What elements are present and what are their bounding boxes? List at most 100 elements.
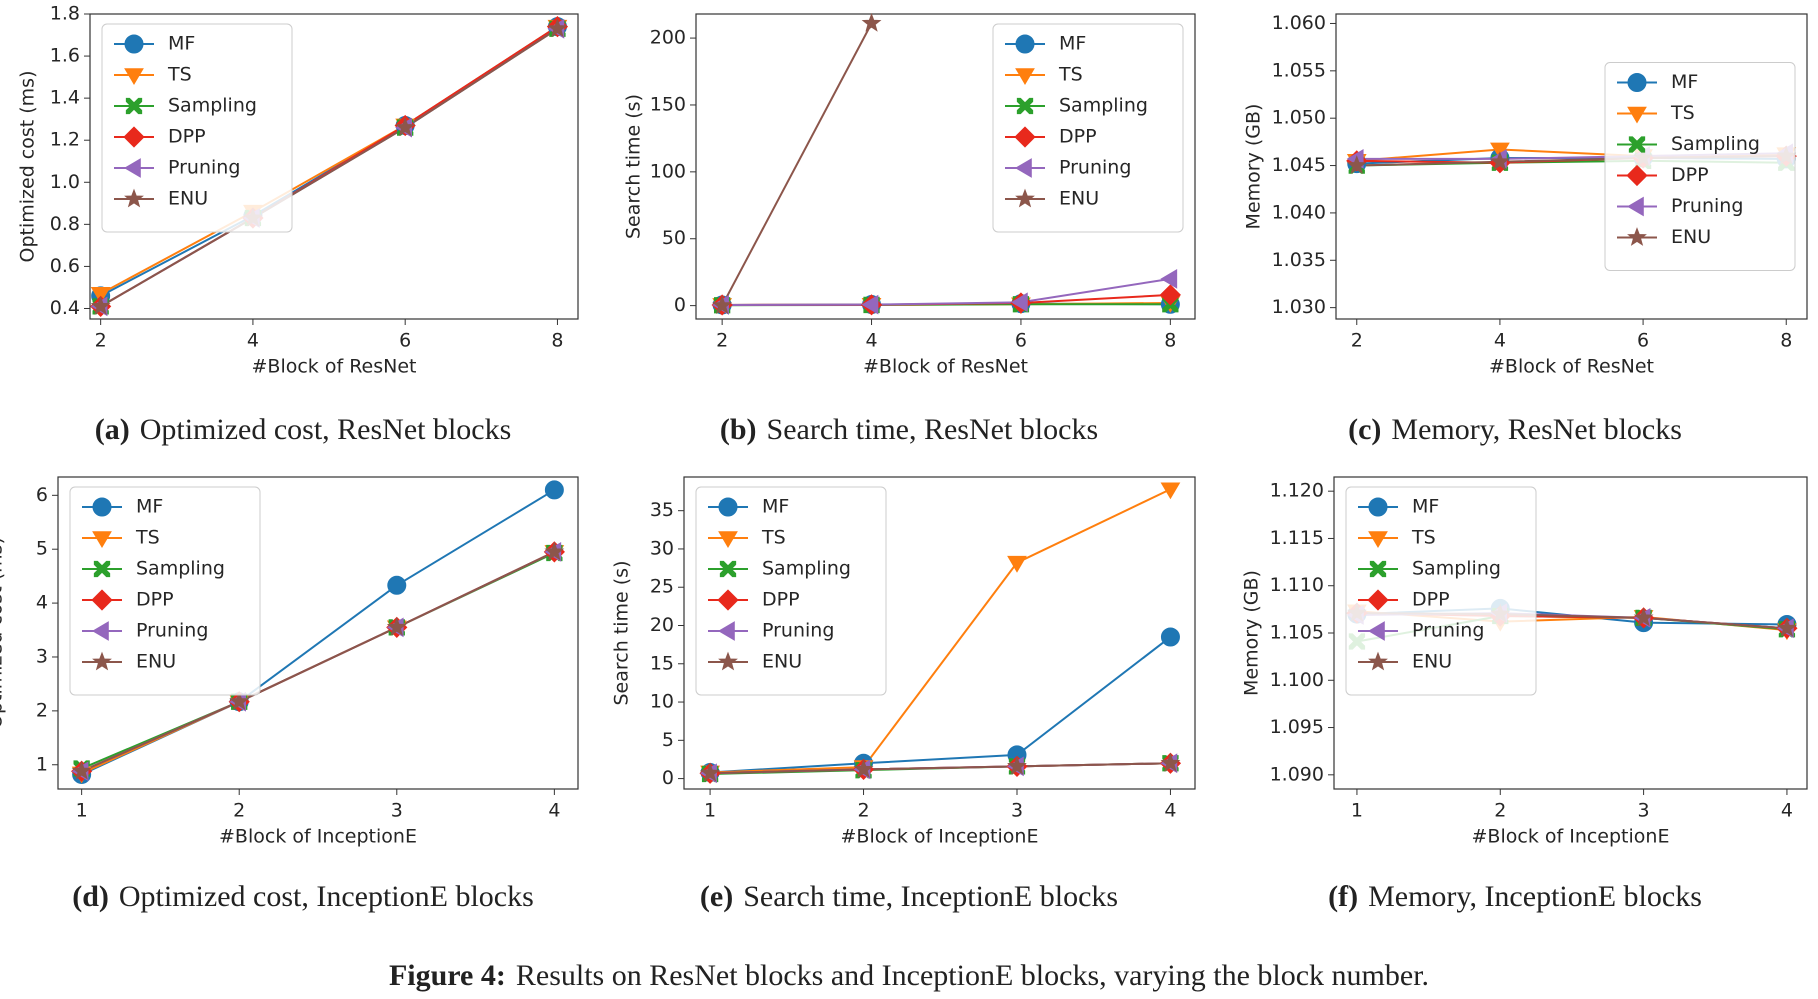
caption-text: Memory, InceptionE blocks (1368, 880, 1702, 913)
marker (90, 286, 111, 304)
x-tick-label: 2 (1494, 800, 1506, 822)
marker (544, 541, 565, 561)
caption-label: (d) (72, 880, 109, 913)
caption-text: Memory, ResNet blocks (1391, 413, 1682, 446)
legend-label: MF (1059, 33, 1086, 55)
legend: MF TS Sampling DPP Pruning ENU (992, 23, 1184, 233)
marker (1010, 292, 1028, 313)
x-tick-label: 6 (399, 330, 411, 352)
x-axis-label: #Block of InceptionE (219, 826, 417, 848)
caption: (a) Optimized cost, ResNet blocks (95, 413, 512, 446)
caption-label: (c) (1348, 413, 1381, 446)
x-tick-label: 6 (1015, 330, 1027, 352)
legend-label: Pruning (1059, 157, 1131, 179)
legend-marker (124, 158, 141, 178)
x-tick-label: 1 (1351, 800, 1363, 822)
legend-marker (1627, 106, 1647, 124)
marker (861, 294, 879, 315)
x-tick-label: 4 (548, 800, 560, 822)
y-axis-label: Search time (s) (623, 94, 645, 239)
figure-caption: Figure 4: Results on ResNet blocks and In… (389, 959, 1429, 992)
y-tick-label: 1.105 (1270, 622, 1324, 644)
x-tick-label: 4 (865, 330, 877, 352)
caption-label: (e) (700, 880, 733, 913)
caption: (d) Optimized cost, InceptionE blocks (72, 880, 534, 913)
legend-label: ENU (1412, 651, 1452, 673)
legend: MF TS Sampling DPP Pruning ENU (695, 486, 887, 696)
marker (1007, 755, 1027, 775)
y-tick-label: 1.8 (50, 3, 80, 25)
legend-label: TS (167, 64, 192, 86)
y-axis-label: Memory (GB) (1243, 104, 1265, 230)
y-tick-label: 1 (36, 753, 48, 775)
legend-marker (1368, 621, 1385, 641)
legend-label: TS (1058, 64, 1083, 86)
x-axis-label: #Block of InceptionE (1472, 826, 1670, 848)
y-tick-label: 1.0 (50, 171, 80, 193)
marker (853, 758, 874, 778)
marker (1160, 268, 1178, 289)
y-tick-label: 150 (650, 93, 686, 115)
legend-label: TS (1670, 102, 1695, 124)
legend-label: DPP (136, 589, 174, 611)
legend-marker (718, 497, 738, 517)
legend: MF TS Sampling DPP Pruning ENU (69, 486, 261, 696)
caption-text: Search time, ResNet blocks (767, 413, 1099, 446)
marker (1159, 284, 1181, 306)
legend-marker (1368, 531, 1388, 548)
y-tick-label: 4 (36, 592, 48, 614)
x-tick-label: 4 (1781, 800, 1793, 822)
y-tick-label: 0 (674, 294, 686, 316)
caption: (c) Memory, ResNet blocks (1348, 413, 1682, 446)
legend-label: Sampling (136, 558, 225, 580)
legend-label: ENU (1059, 188, 1099, 210)
legend-label: DPP (1412, 589, 1450, 611)
marker (547, 18, 568, 38)
y-tick-label: 0.4 (50, 297, 80, 319)
legend-label: Sampling (1671, 133, 1760, 155)
y-tick-label: 6 (36, 484, 48, 506)
marker (1160, 482, 1181, 500)
x-tick-label: 8 (1164, 330, 1176, 352)
figure-caption-label: Figure 4: (389, 959, 506, 992)
x-tick-label: 2 (95, 330, 107, 352)
caption: (b) Search time, ResNet blocks (720, 413, 1098, 446)
legend-label: ENU (762, 651, 802, 673)
legend-marker (1626, 164, 1648, 187)
marker (1633, 607, 1654, 627)
y-tick-label: 1.2 (50, 129, 80, 151)
x-tick-label: 3 (1638, 800, 1650, 822)
x-axis-label: #Block of InceptionE (841, 826, 1039, 848)
y-axis-label: Memory (GB) (1241, 570, 1263, 696)
marker (712, 295, 733, 315)
caption-label: (a) (95, 413, 130, 446)
legend-marker (718, 621, 735, 641)
y-tick-label: 1.4 (50, 87, 80, 109)
legend-marker (125, 97, 143, 115)
legend-label: ENU (168, 188, 208, 210)
legend-marker (92, 621, 109, 641)
y-tick-label: 200 (650, 27, 686, 49)
legend-marker (92, 651, 112, 671)
legend-label: TS (1411, 527, 1436, 549)
legend-label: DPP (168, 126, 206, 148)
x-tick-label: 2 (233, 800, 245, 822)
y-tick-label: 10 (650, 691, 674, 713)
legend-label: Pruning (762, 620, 834, 642)
legend-marker (124, 188, 144, 208)
x-tick-label: 1 (76, 800, 88, 822)
y-tick-label: 35 (650, 499, 674, 521)
y-axis-label: Optimized cost (ms) (17, 71, 39, 263)
legend-label: Sampling (1059, 95, 1148, 117)
legend-marker (123, 126, 145, 148)
y-tick-label: 1.040 (1272, 201, 1326, 223)
x-tick-label: 4 (1494, 330, 1506, 352)
legend-marker (1369, 560, 1387, 578)
y-tick-label: 1.100 (1270, 669, 1324, 691)
marker (229, 691, 250, 711)
y-tick-label: 5 (36, 538, 48, 560)
legend-label: Pruning (168, 157, 240, 179)
y-tick-label: 1.050 (1272, 107, 1326, 129)
marker (1346, 155, 1367, 174)
